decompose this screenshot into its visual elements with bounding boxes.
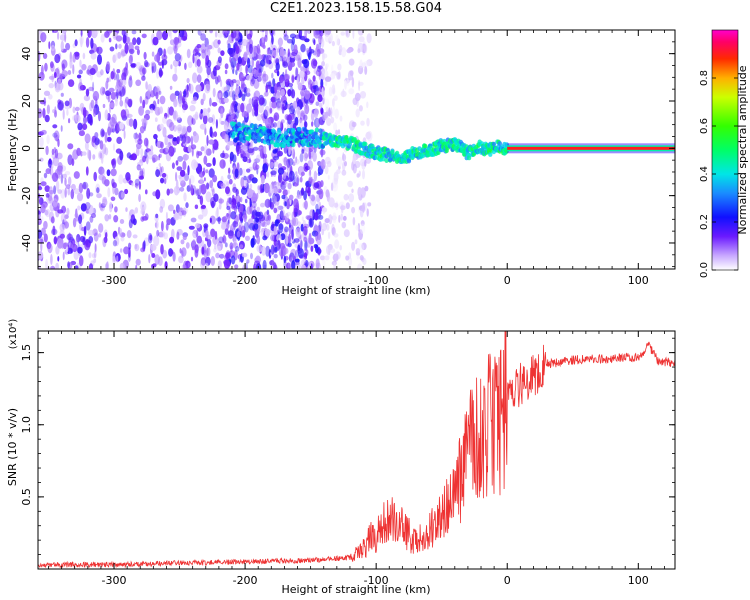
y-tick-label: 20 xyxy=(20,94,33,108)
snr-panel: -300 -200 -100 0 100 0.5 1.0 1.5 Height of str… xyxy=(6,319,676,596)
x-tick-label: -100 xyxy=(364,574,389,587)
colorbar-tick-label: 0.0 xyxy=(699,262,710,278)
snr-series-line xyxy=(38,331,675,569)
colorbar-tick-label: 0.4 xyxy=(699,166,710,182)
snr-y-label: SNR (10 * v/v) xyxy=(6,408,19,486)
spectrogram-y-ticks: -40 -20 0 20 40 xyxy=(20,29,675,268)
colorbar-tick-label: 0.8 xyxy=(699,70,710,86)
x-tick-label: -100 xyxy=(364,274,389,287)
colorbar-label: Normalized spectral amplitude xyxy=(736,65,749,234)
colorbar: 0.0 0.2 0.4 0.6 0.8 Normalized spectral ampl… xyxy=(699,29,749,278)
snr-frame xyxy=(37,330,676,570)
colorbar-scale xyxy=(711,29,739,271)
y-tick-label: 40 xyxy=(20,47,33,61)
y-tick-label: 1.0 xyxy=(20,416,33,434)
snr-y-ticks: 0.5 1.0 1.5 xyxy=(20,337,675,555)
x-tick-label: -200 xyxy=(233,274,258,287)
spectrogram-y-label: Frequency (Hz) xyxy=(6,109,19,192)
snr-x-label: Height of straight line (km) xyxy=(281,583,430,596)
x-tick-label: -200 xyxy=(233,574,258,587)
x-tick-label: -300 xyxy=(102,274,127,287)
y-tick-label: -20 xyxy=(20,187,33,205)
y-tick-label: 0.5 xyxy=(20,488,33,506)
x-tick-label: 100 xyxy=(628,574,649,587)
x-tick-label: 100 xyxy=(628,274,649,287)
snr-x-ticks: -300 -200 -100 0 100 xyxy=(48,331,665,587)
spectrogram-x-label: Height of straight line (km) xyxy=(281,284,430,297)
carrier-band-inner xyxy=(507,146,675,150)
spectrogram-x-ticks: -300 -200 -100 0 100 xyxy=(48,30,665,287)
spectrogram-region-2 xyxy=(321,30,373,269)
colorbar-tick-label: 0.2 xyxy=(699,214,710,230)
snr-y-multiplier: (x10⁴) xyxy=(8,319,19,350)
colorbar-ticks: 0.0 0.2 0.4 0.6 0.8 xyxy=(699,70,738,278)
x-tick-label: -300 xyxy=(102,574,127,587)
x-tick-label: 0 xyxy=(504,574,511,587)
spectrogram-region-0 xyxy=(38,30,228,269)
y-tick-label: 0 xyxy=(20,145,33,152)
spectrogram-frame xyxy=(37,29,676,270)
y-tick-label: 1.5 xyxy=(20,344,33,362)
chart-title: C2E1.2023.158.15.58.G04 xyxy=(269,1,443,16)
x-tick-label: 0 xyxy=(504,274,511,287)
colorbar-tick-label: 0.6 xyxy=(699,118,710,134)
spectrogram-marks xyxy=(38,30,675,269)
spectrogram-ridge xyxy=(229,121,675,165)
y-tick-label: -40 xyxy=(20,234,33,252)
spectrogram-region-1 xyxy=(222,30,326,269)
